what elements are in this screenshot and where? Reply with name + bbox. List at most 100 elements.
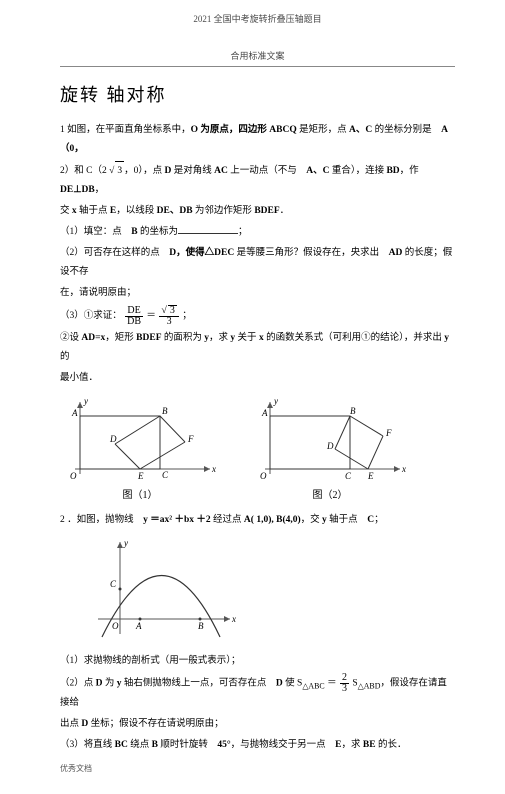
text: 重合），连接: [329, 166, 386, 176]
text: AC: [214, 166, 228, 176]
q1-sub2b: 在，请说明原由；: [60, 284, 455, 303]
figure-3: O A B C x y: [90, 534, 250, 644]
svg-text:O: O: [70, 471, 77, 481]
subscript: △ABD: [358, 682, 381, 691]
text: y: [444, 333, 449, 343]
text: （2）点: [60, 679, 96, 689]
fraction: √3 3: [159, 305, 179, 327]
text: 1 如图，在平面直角坐标系中，: [60, 125, 191, 135]
text: 是等腰三角形？假设存在，央求出: [234, 248, 388, 258]
text: ＝: [325, 679, 337, 689]
text: 经过点: [211, 515, 244, 525]
q2-sub3: （3）将直线 BC 绕点 B 顺时针旋转 45°，与抛物线交于另一点 E，求 B…: [60, 736, 455, 755]
figure-1: A B C D E F O x y 图（1）: [60, 394, 220, 501]
text: DE⊥DB: [60, 185, 95, 195]
text: ABCQ: [269, 125, 296, 135]
q1-sub4b: 最小值．: [60, 369, 455, 388]
q1-sub4a: ②设 AD=x，矩形 BDEF 的面积为 y，求 y 关于 x 的函数关系式（可…: [60, 329, 455, 367]
text: ②设: [60, 333, 81, 343]
text: A( 1,0), B(4,0): [244, 515, 301, 525]
text: D: [96, 679, 103, 689]
text: 的函数关系式（可利用①的结论），并求出: [264, 333, 445, 343]
svg-text:A: A: [261, 408, 268, 418]
text: ，0），点: [124, 166, 164, 176]
text: A、C: [349, 125, 372, 135]
text: 上一动点（不与: [228, 166, 306, 176]
text: 交: [60, 206, 72, 216]
figure-row-1: A B C D E F O x y 图（1）: [60, 394, 455, 501]
q2-sub2a: （2）点 D 为 y 轴右侧抛物线上一点，可否存在点 D 使 S△ABC ＝ 2…: [60, 673, 455, 713]
blank-line: [178, 224, 238, 234]
svg-text:y: y: [273, 396, 278, 406]
svg-text:y: y: [123, 538, 128, 548]
svg-text:O: O: [260, 471, 267, 481]
fig1-caption: 图（1）: [60, 486, 220, 501]
text: 轴于点: [77, 206, 110, 216]
frac-bot: 3: [340, 684, 349, 694]
text: 的坐标分别是: [372, 125, 441, 135]
q2-sub2b: 出点 D 坐标；假设不存在请说明原由；: [60, 715, 455, 734]
svg-text:A: A: [135, 621, 142, 631]
svg-text:C: C: [345, 471, 352, 481]
text: ，矩形: [105, 333, 136, 343]
svg-text:x: x: [401, 464, 406, 474]
text: 的长．: [376, 740, 407, 750]
text: AD: [389, 248, 403, 258]
header-sub: 合用标准文案: [60, 49, 455, 62]
text: 2）和 C（2: [60, 166, 109, 176]
text: O 为原点，四边形: [191, 125, 270, 135]
fraction: 2 3: [340, 673, 349, 694]
text: 是矩形，点: [297, 125, 349, 135]
text: ，求: [342, 740, 363, 750]
text: 使 S: [283, 679, 303, 689]
svg-text:E: E: [137, 471, 144, 481]
text: ，作: [400, 166, 419, 176]
text: （3）将直线: [60, 740, 115, 750]
svg-text:F: F: [187, 434, 194, 444]
text: y ＝ax² ＋bx ＋2: [143, 515, 211, 525]
frac-top: DE: [125, 306, 143, 317]
svg-text:B: B: [350, 406, 356, 416]
q2-line1: 2 ．如图，抛物线 y ＝ax² ＋bx ＋2 经过点 A( 1,0), B(4…: [60, 511, 455, 530]
text: 轴右侧抛物线上一点，可否存在点: [122, 679, 276, 689]
text: A、C: [306, 166, 329, 176]
text: DEC: [214, 248, 234, 258]
header-rule: [60, 66, 455, 67]
sqrt3: √3: [109, 166, 124, 176]
frac-bot: DB: [125, 317, 143, 327]
frac-bot: 3: [159, 317, 179, 327]
text: 为: [103, 679, 117, 689]
text: 2 ．如图，抛物线: [60, 515, 143, 525]
text: 的面积为: [162, 333, 205, 343]
text: BDEF: [136, 333, 161, 343]
q1-sub2a: （2）可否存在这样的点 D，使得△DEC 是等腰三角形？假设存在，央求出 AD …: [60, 244, 455, 282]
svg-text:D: D: [109, 434, 117, 444]
text: ．: [280, 206, 290, 216]
figure-2: A B C D E F O x y 图（2）: [250, 394, 410, 501]
text: 关于: [235, 333, 259, 343]
text: BDEF: [254, 206, 279, 216]
eq-sign: ＝: [146, 311, 156, 321]
text: 为邻边作矩形: [193, 206, 255, 216]
text: （2）可否存在这样的点: [60, 248, 169, 258]
text: ；: [374, 515, 384, 525]
text: 是对角线: [171, 166, 214, 176]
svg-text:C: C: [110, 579, 117, 589]
text: ；: [182, 311, 192, 321]
q1-line1: 1 如图，在平面直角坐标系中，O 为原点，四边形 ABCQ 是矩形，点 A、C …: [60, 121, 455, 159]
fig2-caption: 图（2）: [250, 486, 410, 501]
text: 顺时针旋转: [158, 740, 217, 750]
text: 绕点: [128, 740, 152, 750]
text: ，以线段: [116, 206, 156, 216]
text: BD: [386, 166, 399, 176]
text: 的: [60, 352, 70, 362]
svg-text:D: D: [326, 441, 334, 451]
subscript: △ABC: [302, 682, 324, 691]
svg-text:y: y: [83, 396, 88, 406]
text: 轴于点: [327, 515, 367, 525]
text: 45°: [217, 740, 230, 750]
text: BC: [115, 740, 128, 750]
q2-sub1: （1）求抛物线的剖析式（用一般式表示）；: [60, 652, 455, 671]
footer: 优秀文档: [60, 763, 455, 774]
q1-line3: 交 x 轴于点 E，以线段 DE、DB 为邻边作矩形 BDEF．: [60, 202, 455, 221]
